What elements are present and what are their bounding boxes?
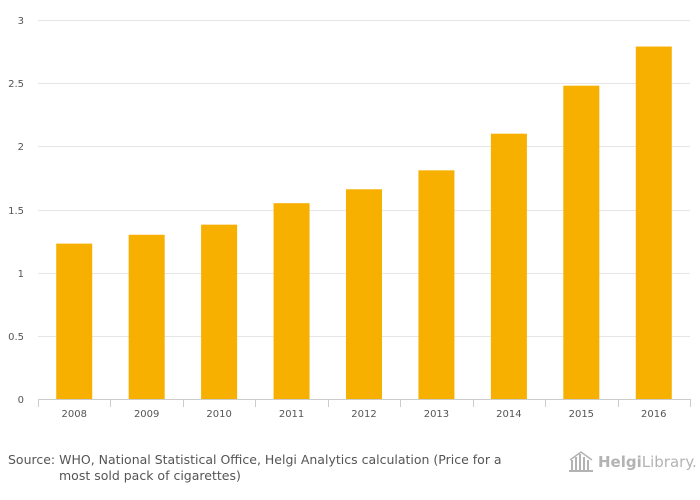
x-tick-label: 2016 [641, 409, 666, 420]
y-tick-label: 2 [18, 142, 24, 153]
bar-2012 [346, 189, 382, 399]
source-line-1: Source: WHO, National Statistical Office… [8, 452, 502, 467]
library-building-icon [569, 451, 593, 472]
x-tick-label: 2012 [351, 409, 376, 420]
bar-chart: 0 0.5 1 1.5 2 2.5 3 2008 2009 2010 2011 2012 2013 201… [8, 16, 691, 420]
x-tick-label: 2014 [496, 409, 521, 420]
bar-2016 [635, 46, 672, 399]
y-tick-label: 1.5 [8, 206, 24, 217]
bar-2011 [273, 203, 310, 399]
bar-2010 [201, 224, 238, 399]
bar-2015 [563, 85, 600, 400]
x-tick-label: 2008 [61, 409, 86, 420]
logo-text-helgi: Helgi [598, 453, 642, 471]
x-tick-label: 2011 [279, 409, 304, 420]
source-line-2: most sold pack of cigarettes) [59, 468, 241, 483]
logo-text-library: Library. [641, 453, 697, 471]
y-tick-label: 0.5 [8, 332, 24, 343]
bar-2013 [418, 170, 455, 399]
y-tick-label: 1 [18, 269, 24, 280]
bar-2008 [56, 243, 93, 399]
x-tick-label: 2013 [424, 409, 449, 420]
x-tick-label: 2015 [569, 409, 594, 420]
x-tick-label: 2010 [206, 409, 231, 420]
y-tick-label: 0 [18, 395, 24, 406]
source-note: Source: WHO, National Statistical Office… [8, 452, 553, 484]
bar-2009 [128, 234, 165, 399]
x-tick-label: 2009 [134, 409, 159, 420]
y-tick-label: 2.5 [8, 79, 24, 90]
y-tick-label: 3 [18, 16, 24, 27]
helgi-library-logo: HelgiLibrary. [568, 449, 697, 475]
bar-2014 [490, 133, 527, 399]
